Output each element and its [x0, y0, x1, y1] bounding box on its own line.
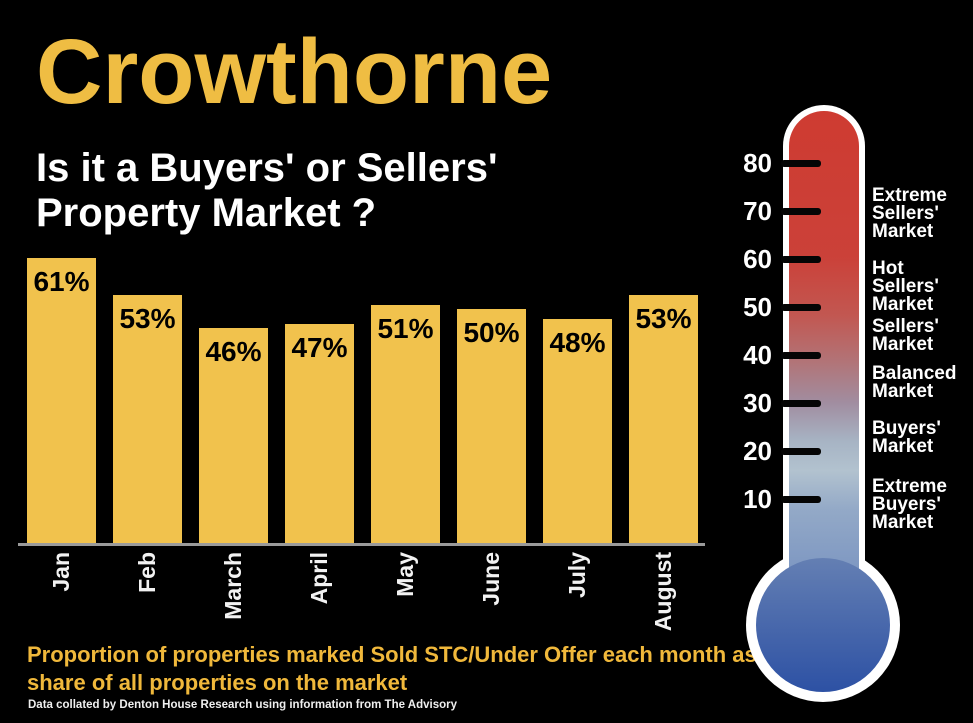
bar: 47%: [285, 324, 354, 543]
month-label: June: [478, 552, 504, 606]
thermometer-tick-number: 20: [743, 436, 772, 466]
thermometer-tick-number: 50: [743, 292, 772, 322]
thermometer-tick-number: 70: [743, 196, 772, 226]
thermometer-zone-label: Balanced Market: [872, 363, 957, 402]
thermometer-tick: [781, 448, 821, 455]
month-label-cell: Feb: [113, 552, 182, 647]
bar-value-label: 46%: [205, 336, 262, 367]
month-label: Feb: [134, 552, 160, 593]
bar: 50%: [457, 309, 526, 543]
month-label-cell: August: [629, 552, 698, 647]
chart-description: Proportion of properties marked Sold STC…: [27, 642, 775, 696]
bar-value-label: 47%: [291, 332, 348, 363]
thermometer-tick: [781, 208, 821, 215]
thermometer-zone-label: Buyers' Market: [872, 418, 941, 457]
page-title: Crowthorne: [36, 21, 553, 123]
month-label: March: [220, 552, 246, 620]
bar: 46%: [199, 328, 268, 543]
bar-chart-bars: 61% 53% 46% 47% 51% 50% 48% 53%: [27, 258, 698, 543]
page-subtitle: Is it a Buyers' or Sellers' Property Mar…: [36, 146, 498, 236]
thermometer-tick: [781, 496, 821, 503]
bar: 53%: [113, 295, 182, 543]
month-label-cell: March: [199, 552, 268, 647]
bar-value-label: 50%: [463, 317, 520, 348]
bar-value-label: 51%: [377, 313, 434, 344]
month-label-cell: July: [543, 552, 612, 647]
thermometer-bulb: [756, 558, 890, 692]
thermometer-tick-number: 80: [743, 148, 772, 178]
bar-value-label: 61%: [33, 266, 90, 297]
thermometer-tick-number: 10: [743, 484, 772, 514]
thermometer-tick-number: 30: [743, 388, 772, 418]
month-label-cell: June: [457, 552, 526, 647]
thermometer-zone-label: Extreme Buyers' Market: [872, 476, 947, 533]
data-credit: Data collated by Denton House Research u…: [28, 699, 457, 711]
bar-value-label: 53%: [119, 303, 176, 334]
month-label: Jan: [48, 552, 74, 592]
market-thermometer: 80 70 60 50 40 30 20 10 Extreme Sellers' Market…: [700, 80, 973, 723]
bar-value-label: 53%: [635, 303, 692, 334]
bar: 51%: [371, 305, 440, 543]
thermometer-tick-number: 60: [743, 244, 772, 274]
month-label: April: [306, 552, 332, 605]
month-label: August: [650, 552, 676, 632]
thermometer-zone-label: Hot Sellers' Market: [872, 258, 939, 315]
bar: 53%: [629, 295, 698, 543]
month-label-cell: April: [285, 552, 354, 647]
bar: 48%: [543, 319, 612, 543]
thermometer-tick: [781, 400, 821, 407]
month-label-cell: May: [371, 552, 440, 647]
bar: 61%: [27, 258, 96, 543]
thermometer-tick: [781, 160, 821, 167]
thermometer-zone-label: Sellers' Market: [872, 316, 939, 355]
thermometer-zone-label: Extreme Sellers' Market: [872, 185, 947, 242]
thermometer-tick: [781, 352, 821, 359]
month-label-cell: Jan: [27, 552, 96, 647]
thermometer-tick-number: 40: [743, 340, 772, 370]
thermometer-tick: [781, 256, 821, 263]
bar-chart-month-labels: Jan Feb March April May June July August: [27, 552, 698, 647]
x-axis-line: [18, 543, 705, 546]
bar-value-label: 48%: [549, 327, 606, 358]
month-label: May: [392, 552, 418, 597]
thermometer-tick: [781, 304, 821, 311]
month-label: July: [564, 552, 590, 599]
